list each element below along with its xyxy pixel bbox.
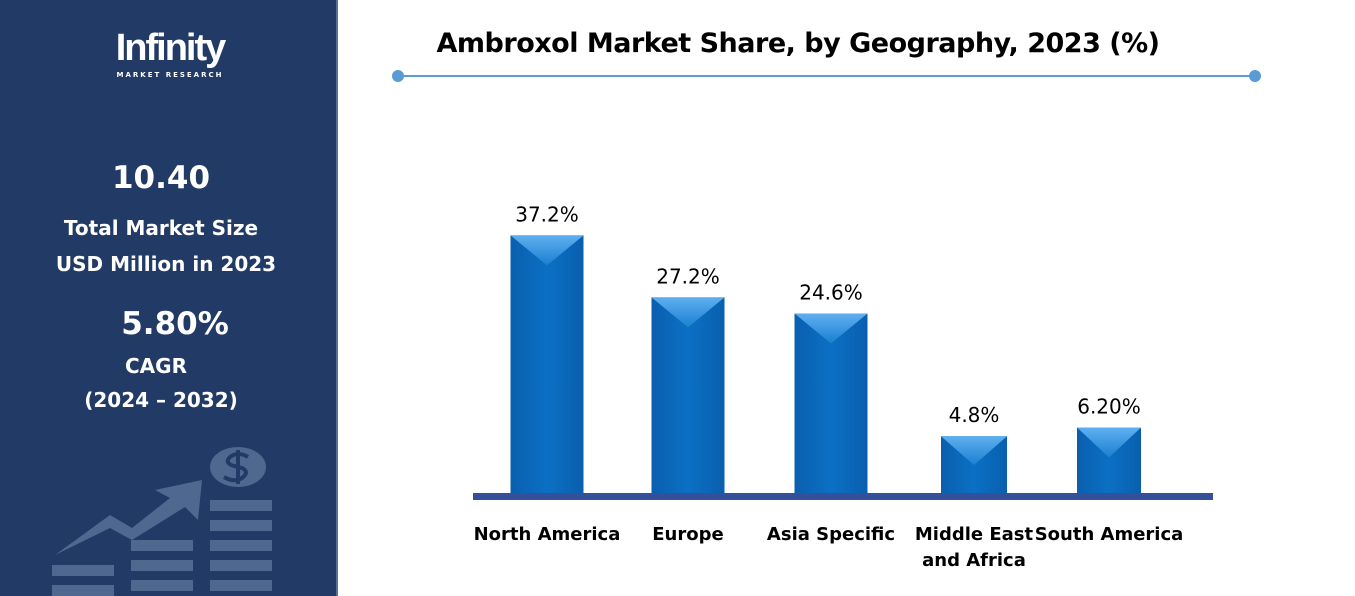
category-label: Asia Specific — [767, 524, 895, 545]
data-label: 37.2% — [515, 202, 579, 226]
chart-title: Ambroxol Market Share, by Geography, 202… — [436, 28, 1160, 59]
bar-highlight — [1077, 427, 1141, 458]
baseline — [473, 493, 1213, 500]
sidebar: Infinity MARKET RESEARCH 10.40 Total Mar… — [0, 0, 338, 596]
market-size-unit: USD Million in 2023 — [55, 252, 277, 276]
bar — [510, 235, 584, 495]
data-label: 4.8% — [949, 403, 1000, 427]
category-label: Middle East — [915, 524, 1034, 545]
category-label: North America — [474, 524, 621, 545]
cagr-value: 5.80% — [121, 306, 229, 342]
bar — [651, 297, 725, 494]
category-label: South America — [1035, 524, 1184, 545]
data-label: 6.20% — [1077, 395, 1141, 419]
category-label: and Africa — [922, 550, 1026, 571]
bar-highlight — [510, 235, 584, 266]
bar — [794, 313, 868, 494]
market-size-label: Total Market Size — [63, 216, 259, 240]
category-label: Europe — [652, 524, 723, 545]
bar-highlight — [651, 297, 725, 328]
cagr-period: (2024 – 2032) — [84, 388, 238, 412]
underline-dot — [392, 70, 404, 82]
bar-highlight — [794, 313, 868, 344]
market-size-value: 10.40 — [111, 160, 211, 196]
data-label: 27.2% — [656, 264, 720, 288]
underline-dot — [1249, 70, 1261, 82]
growth-chart-dollar-icon — [52, 447, 272, 596]
data-label: 24.6% — [799, 280, 863, 304]
logo: Infinity MARKET RESEARCH — [115, 27, 227, 79]
bar-highlight — [941, 436, 1007, 466]
cagr-label: CAGR — [125, 354, 187, 378]
